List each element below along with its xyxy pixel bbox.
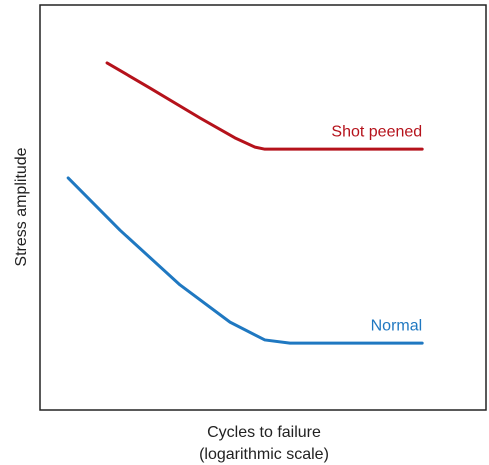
series-label: Shot peened — [331, 123, 422, 140]
x-axis-label: Cycles to failure — [207, 424, 321, 441]
y-axis-label: Stress amplitude — [13, 147, 30, 266]
series-line — [66, 176, 424, 345]
x-axis-label: (logarithmic scale) — [199, 446, 329, 463]
series-line — [105, 61, 424, 151]
series-label: Normal — [371, 317, 423, 334]
plot-frame — [39, 4, 487, 411]
